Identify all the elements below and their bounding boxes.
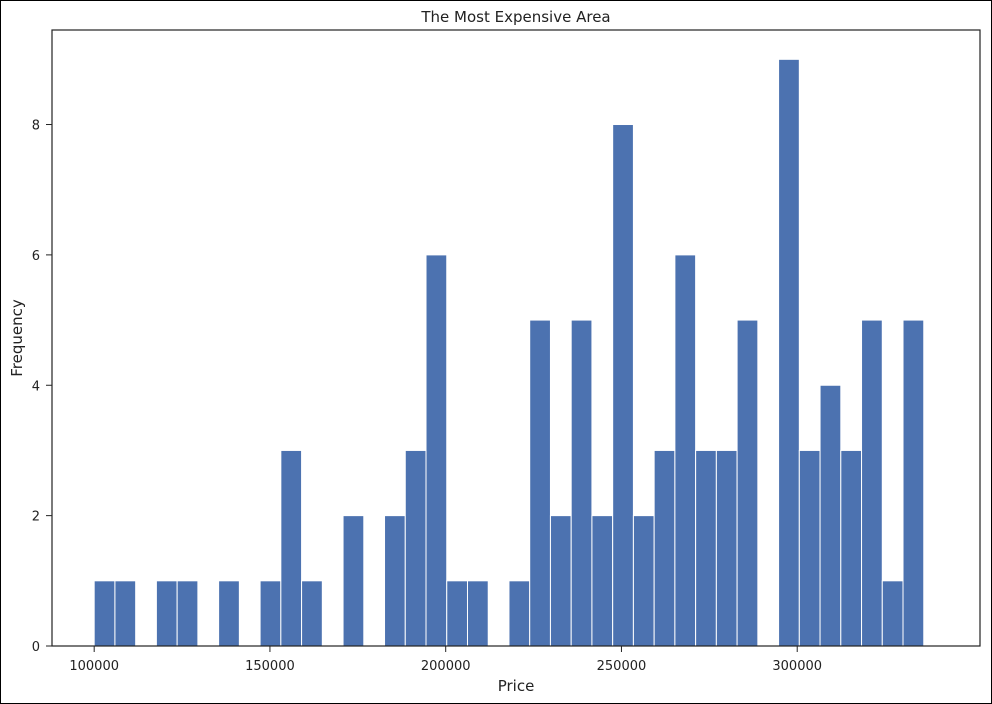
histogram-bar bbox=[342, 515, 365, 647]
histogram-bar bbox=[570, 319, 593, 647]
histogram-bar bbox=[446, 580, 468, 647]
x-tick-label: 200000 bbox=[421, 659, 471, 674]
chart-title: The Most Expensive Area bbox=[420, 8, 610, 26]
y-tick-label: 4 bbox=[32, 379, 40, 394]
x-tick-label: 100000 bbox=[69, 659, 119, 674]
x-axis-ticks: 100000 150000 200000 250000 300000 bbox=[69, 646, 822, 674]
x-tick-label: 300000 bbox=[772, 659, 822, 674]
histogram-bar bbox=[840, 449, 863, 647]
histogram-bar bbox=[218, 580, 240, 647]
histogram-bar bbox=[301, 580, 323, 647]
histogram-bar bbox=[508, 580, 531, 647]
histogram-bar bbox=[653, 449, 676, 647]
histogram-bar bbox=[819, 384, 842, 647]
bars-group bbox=[93, 58, 925, 647]
histogram-bar bbox=[93, 580, 116, 647]
histogram-bar bbox=[902, 319, 925, 647]
histogram-bar bbox=[404, 449, 427, 647]
histogram-bar bbox=[280, 449, 303, 647]
histogram-bar bbox=[425, 254, 448, 647]
histogram-bar bbox=[176, 580, 199, 647]
histogram-bar bbox=[674, 254, 697, 647]
y-tick-label: 6 bbox=[32, 249, 40, 264]
histogram-bar bbox=[778, 58, 800, 647]
y-tick-label: 2 bbox=[32, 510, 40, 525]
y-axis-label: Frequency bbox=[8, 299, 26, 377]
x-tick-label: 250000 bbox=[597, 659, 647, 674]
histogram-bar bbox=[881, 580, 904, 647]
histogram-bar bbox=[466, 580, 489, 647]
histogram-bar bbox=[591, 515, 614, 647]
histogram-bar bbox=[715, 449, 738, 647]
histogram-bar bbox=[736, 319, 759, 647]
histogram-bar bbox=[695, 449, 717, 647]
histogram-bar bbox=[114, 580, 137, 647]
histogram-bar bbox=[861, 319, 883, 647]
histogram-bar bbox=[259, 580, 282, 647]
histogram-bar bbox=[549, 515, 572, 647]
x-tick-label: 150000 bbox=[245, 659, 295, 674]
plot-frame bbox=[51, 29, 981, 647]
histogram-bar bbox=[529, 319, 551, 647]
y-axis-ticks: 0 2 4 6 8 bbox=[32, 119, 52, 655]
y-tick-label: 0 bbox=[32, 640, 40, 655]
x-axis-label: Price bbox=[498, 677, 535, 695]
histogram-bar bbox=[798, 449, 821, 647]
histogram-bar bbox=[155, 580, 178, 647]
histogram-bar bbox=[612, 124, 634, 647]
histogram-bar bbox=[384, 515, 406, 647]
y-tick-label: 8 bbox=[32, 119, 40, 134]
histogram-bar bbox=[632, 515, 655, 647]
